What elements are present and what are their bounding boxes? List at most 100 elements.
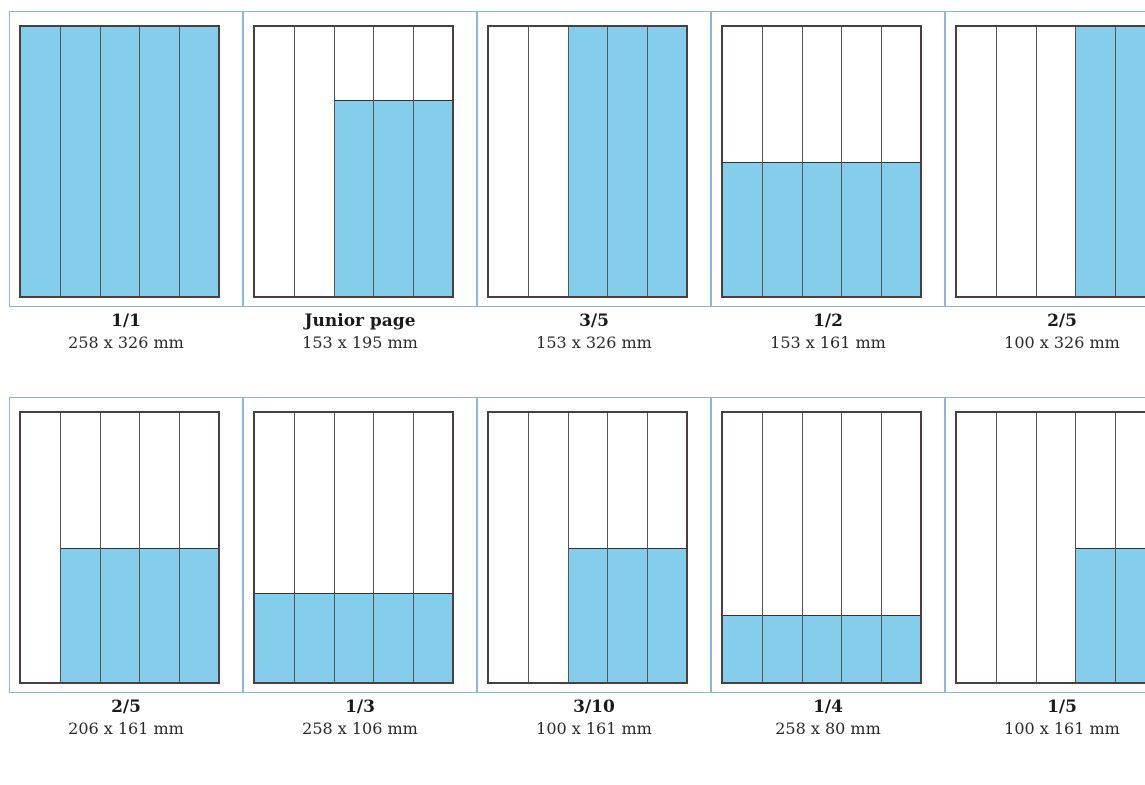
ad-area-fill: [21, 27, 218, 296]
column-divider: [646, 27, 648, 296]
column-divider: [412, 413, 414, 682]
ad-format-caption: 2/5 100 x 326 mm: [945, 311, 1145, 353]
ad-format-card: Junior page 153 x 195 mm: [243, 11, 477, 399]
column-divider: [1035, 27, 1037, 296]
ad-format-size: 258 x 106 mm: [302, 719, 418, 738]
ad-format-size: 153 x 326 mm: [536, 333, 652, 352]
page-layout-diagram: [19, 25, 220, 298]
ad-format-caption: 3/5 153 x 326 mm: [477, 311, 711, 353]
column-divider: [528, 413, 530, 682]
ad-format-frame: [711, 11, 945, 307]
ad-area-fill: [333, 99, 452, 296]
ad-area-fill: [567, 547, 686, 682]
ad-format-size: 153 x 195 mm: [302, 333, 418, 352]
ad-format-label: 1/1: [111, 311, 141, 331]
ad-format-frame: [945, 397, 1145, 693]
page-layout-diagram: [253, 411, 454, 684]
column-divider: [178, 413, 180, 682]
column-divider: [880, 27, 882, 296]
column-divider: [567, 27, 569, 296]
ad-format-frame: [477, 397, 711, 693]
ad-format-label: 2/5: [111, 697, 141, 717]
column-divider: [1035, 413, 1037, 682]
ad-format-size: 153 x 161 mm: [770, 333, 886, 352]
ad-format-caption: 1/5 100 x 161 mm: [945, 697, 1145, 739]
column-divider: [294, 27, 296, 296]
ad-area-fill: [1075, 27, 1145, 296]
column-divider: [294, 413, 296, 682]
ad-format-frame: [9, 11, 243, 307]
ad-area-fill: [723, 614, 920, 682]
page-layout-diagram: [955, 411, 1145, 684]
ad-format-size: 100 x 161 mm: [536, 719, 652, 738]
ad-format-frame: [9, 397, 243, 693]
column-divider: [139, 413, 141, 682]
ad-format-card: 1/2 153 x 161 mm: [711, 11, 945, 399]
ad-format-size: 258 x 326 mm: [68, 333, 184, 352]
column-divider: [996, 413, 998, 682]
ad-area-fill: [723, 161, 920, 296]
ad-format-label: 3/5: [579, 311, 609, 331]
column-divider: [1114, 413, 1116, 682]
ad-area-fill: [255, 593, 452, 682]
column-divider: [880, 413, 882, 682]
column-divider: [99, 413, 101, 682]
ad-format-label: 3/10: [573, 697, 615, 717]
ad-format-frame: [945, 11, 1145, 307]
ad-format-label: 1/2: [813, 311, 843, 331]
ad-format-card: 2/5 206 x 161 mm: [9, 397, 243, 785]
column-divider: [841, 413, 843, 682]
ad-format-card: 1/1 258 x 326 mm: [9, 11, 243, 399]
column-divider: [373, 27, 375, 296]
ad-format-label: Junior page: [304, 311, 416, 331]
column-divider: [762, 27, 764, 296]
column-divider: [762, 413, 764, 682]
page-layout-diagram: [487, 25, 688, 298]
ad-format-size: 100 x 161 mm: [1004, 719, 1120, 738]
column-divider: [801, 413, 803, 682]
column-divider: [1075, 27, 1077, 296]
page-layout-diagram: [721, 411, 922, 684]
ad-area-fill: [567, 27, 686, 296]
column-divider: [528, 27, 530, 296]
ad-format-caption: 2/5 206 x 161 mm: [9, 697, 243, 739]
ad-format-size: 206 x 161 mm: [68, 719, 184, 738]
column-divider: [99, 27, 101, 296]
ad-format-card: 3/5 153 x 326 mm: [477, 11, 711, 399]
page-layout-diagram: [487, 411, 688, 684]
ad-format-frame: [243, 11, 477, 307]
ad-format-frame: [711, 397, 945, 693]
column-divider: [801, 27, 803, 296]
ad-format-card: 2/5 100 x 326 mm: [945, 11, 1145, 399]
page-layout-diagram: [19, 411, 220, 684]
column-divider: [60, 413, 62, 682]
column-divider: [373, 413, 375, 682]
page-layout-diagram: [955, 25, 1145, 298]
column-divider: [333, 413, 335, 682]
ad-format-caption: 1/2 153 x 161 mm: [711, 311, 945, 353]
column-divider: [607, 413, 609, 682]
column-divider: [139, 27, 141, 296]
ad-format-caption: Junior page 153 x 195 mm: [243, 311, 477, 353]
ad-format-card: 1/5 100 x 161 mm: [945, 397, 1145, 785]
column-divider: [60, 27, 62, 296]
column-divider: [567, 413, 569, 682]
ad-format-label: 2/5: [1047, 311, 1077, 331]
ad-format-label: 1/3: [345, 697, 375, 717]
ad-area-fill: [1075, 547, 1145, 682]
ad-format-caption: 1/4 258 x 80 mm: [711, 697, 945, 739]
ad-format-card: 1/3 258 x 106 mm: [243, 397, 477, 785]
column-divider: [646, 413, 648, 682]
ad-format-card: 1/4 258 x 80 mm: [711, 397, 945, 785]
ad-format-frame: [477, 11, 711, 307]
column-divider: [1114, 27, 1116, 296]
ad-format-frame: [243, 397, 477, 693]
ad-format-card: 3/10 100 x 161 mm: [477, 397, 711, 785]
column-divider: [841, 27, 843, 296]
ad-format-size: 258 x 80 mm: [775, 719, 881, 738]
column-divider: [178, 27, 180, 296]
ad-format-label: 1/5: [1047, 697, 1077, 717]
ad-format-grid: 1/1 258 x 326 mm Junior page 153 x 195 mm 3/…: [9, 11, 1145, 738]
ad-format-label: 1/4: [813, 697, 843, 717]
column-divider: [996, 27, 998, 296]
